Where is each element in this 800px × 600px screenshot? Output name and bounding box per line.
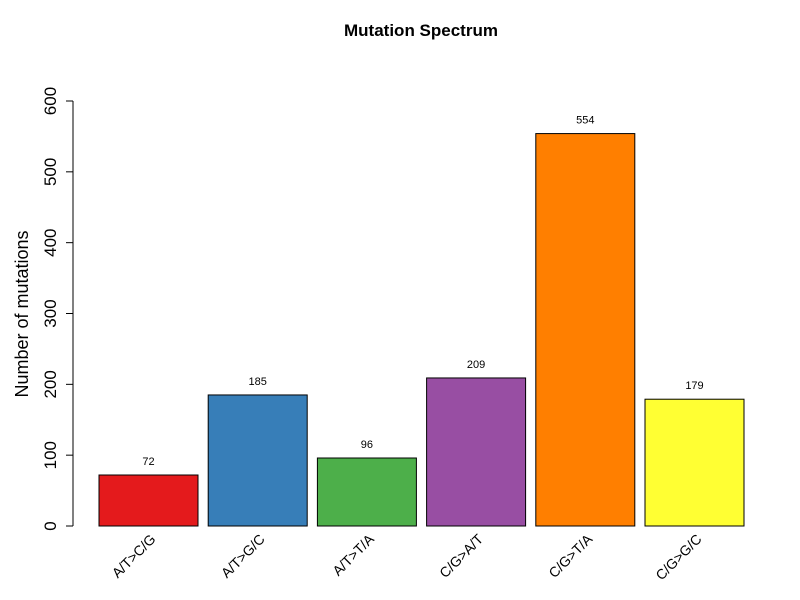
y-tick-label: 500	[41, 158, 60, 186]
bar	[426, 377, 527, 527]
bar	[98, 474, 199, 527]
x-tick-label: C/G>T/A	[545, 530, 596, 581]
chart-title: Mutation Spectrum	[344, 21, 498, 40]
x-tick-label: C/G>G/C	[652, 531, 704, 583]
y-tick-label: 300	[41, 299, 60, 327]
x-tick-label: A/T>G/C	[218, 531, 268, 581]
y-axis-label: Number of mutations	[12, 230, 32, 397]
data-label: 179	[685, 380, 703, 392]
y-axis: 0 100 200 300 400 500 600	[41, 87, 74, 531]
x-tick-label: A/T>T/A	[329, 530, 377, 578]
x-tick-labels: A/T>C/G A/T>G/C A/T>T/A C/G>A/T C/G>T/A C/G>G…	[109, 530, 705, 583]
x-tick-label: A/T>C/G	[109, 531, 159, 581]
y-tick-label: 200	[41, 370, 60, 398]
y-tick-label: 600	[41, 87, 60, 115]
bar	[535, 133, 636, 527]
bar	[316, 457, 417, 527]
x-tick-label: C/G>A/T	[436, 531, 486, 581]
y-tick-label: 400	[41, 228, 60, 256]
data-labels: 72 185 96 209 554 179	[142, 115, 703, 468]
data-label: 72	[142, 456, 154, 468]
data-label: 209	[467, 359, 485, 371]
data-label: 554	[576, 115, 594, 127]
y-tick-label: 0	[41, 521, 60, 530]
data-label: 96	[361, 439, 373, 451]
bar	[644, 398, 745, 527]
bars	[98, 133, 745, 527]
y-tick-label: 100	[41, 441, 60, 469]
data-label: 185	[249, 376, 267, 388]
bar	[207, 394, 308, 527]
